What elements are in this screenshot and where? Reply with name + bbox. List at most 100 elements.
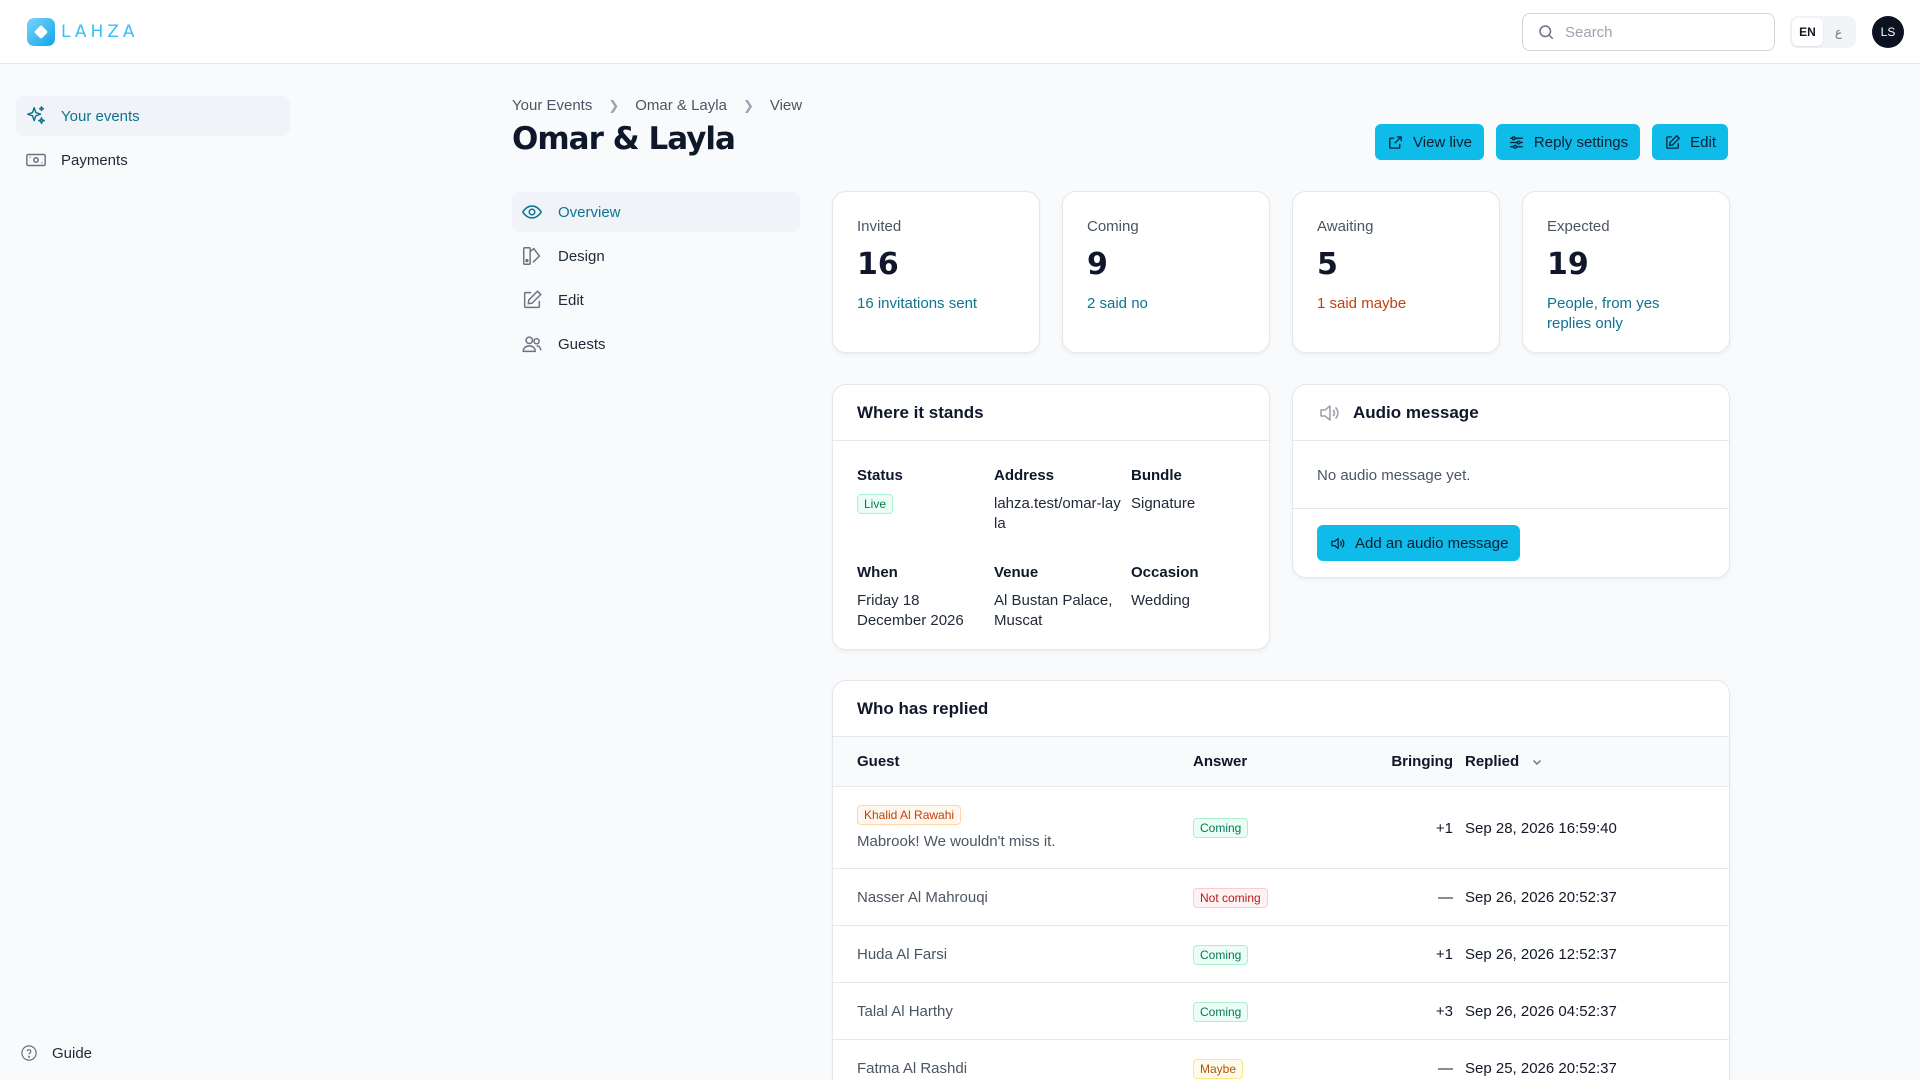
table-header: Guest Answer Bringing Replied <box>833 737 1729 787</box>
address-value[interactable]: lahza.test/omar-layla <box>994 495 1121 532</box>
stat-card-coming: Coming 9 2 said no <box>1062 191 1270 353</box>
sliders-icon <box>1510 135 1523 149</box>
guest-name: Fatma Al Rashdi <box>857 1060 968 1077</box>
stat-value: 5 <box>1317 247 1338 282</box>
table-row[interactable]: Talal Al Harthy Coming +3 Sep 26, 2026 0… <box>833 983 1729 1040</box>
nav-label: Edit <box>558 291 584 309</box>
bringing-count: +1 <box>1435 946 1453 963</box>
logo-text: LAHZA <box>61 22 139 42</box>
stat-card-invited: Invited 16 16 invitations sent <box>832 191 1040 353</box>
audio-message-card: Audio message No audio message yet. Add … <box>1292 384 1730 578</box>
reply-settings-button[interactable]: Reply settings <box>1495 124 1641 160</box>
bringing-count: +1 <box>1435 820 1453 837</box>
table-row[interactable]: Nasser Al Mahrouqi Not coming — Sep 26, … <box>833 869 1729 926</box>
stat-label: Awaiting <box>1317 218 1374 235</box>
where-it-stands-card: Where it stands Status Live Address lahz… <box>832 384 1270 650</box>
replied-time: Sep 26, 2026 12:52:37 <box>1465 946 1617 963</box>
venue-value: Al Bustan Palace, Muscat <box>994 592 1113 629</box>
breadcrumb: Your Events ❯ Omar & Layla ❯ View <box>512 97 802 114</box>
audio-empty-text: No audio message yet. <box>1293 441 1729 509</box>
users-icon <box>522 336 542 353</box>
table-row[interactable]: Huda Al Farsi Coming +1 Sep 26, 2026 12:… <box>833 926 1729 983</box>
nav-edit[interactable]: Edit <box>512 280 800 320</box>
field-label: When <box>857 564 898 581</box>
table-row[interactable]: Fatma Al Rashdi Maybe — Sep 25, 2026 20:… <box>833 1040 1729 1080</box>
nav-design[interactable]: Design <box>512 236 800 276</box>
bundle-value: Signature <box>1131 495 1196 512</box>
sidebar-item-your-events[interactable]: Your events <box>16 96 290 136</box>
answer-badge: Coming <box>1193 818 1249 838</box>
add-audio-button[interactable]: Add an audio message <box>1317 525 1521 561</box>
reply-settings-label: Reply settings <box>1533 133 1629 151</box>
sidebar-item-payments[interactable]: Payments <box>16 140 290 180</box>
stat-label: Expected <box>1547 218 1610 235</box>
chevron-right-icon: ❯ <box>608 97 620 113</box>
column-header-answer: Answer <box>1193 753 1248 770</box>
card-title: Audio message <box>1353 402 1479 422</box>
nav-label: Overview <box>558 203 621 221</box>
replied-time: Sep 28, 2026 16:59:40 <box>1465 820 1617 837</box>
replied-time: Sep 26, 2026 20:52:37 <box>1465 889 1617 906</box>
occasion-value: Wedding <box>1131 592 1190 609</box>
stat-card-expected: Expected 19 People, from yes replies onl… <box>1522 191 1730 353</box>
search-input[interactable] <box>1565 23 1765 41</box>
field-label: Status <box>857 467 903 484</box>
stat-note: People, from yes replies only <box>1547 295 1660 332</box>
nav-guests[interactable]: Guests <box>512 324 800 364</box>
bringing-count: — <box>1438 1060 1453 1077</box>
nav-overview[interactable]: Overview <box>512 192 800 232</box>
status-badge: Live <box>857 494 894 514</box>
guest-message: Mabrook! We wouldn't miss it. <box>857 833 1056 850</box>
answer-badge: Coming <box>1193 945 1249 965</box>
field-label: Address <box>994 467 1055 484</box>
logo-icon <box>27 18 55 46</box>
column-header-bringing: Bringing <box>1391 753 1453 770</box>
add-audio-label: Add an audio message <box>1355 534 1509 552</box>
field-label: Occasion <box>1131 564 1199 581</box>
stat-value: 9 <box>1087 247 1108 282</box>
table-row[interactable]: Khalid Al Rawahi Mabrook! We wouldn't mi… <box>833 787 1729 869</box>
search-box[interactable] <box>1522 13 1775 51</box>
column-header-label: Replied <box>1465 753 1520 770</box>
breadcrumb-your-events[interactable]: Your Events <box>512 97 593 114</box>
bringing-count: +3 <box>1435 1003 1453 1020</box>
guest-name: Huda Al Farsi <box>857 946 948 963</box>
bringing-count: — <box>1438 889 1453 906</box>
chevron-right-icon: ❯ <box>742 97 754 113</box>
venue-field: Venue Al Bustan Palace, Muscat <box>994 564 1131 631</box>
edit-button[interactable]: Edit <box>1652 124 1728 160</box>
nav-label: Guests <box>558 335 606 353</box>
page-title: Omar & Layla <box>512 121 736 157</box>
field-label: Venue <box>994 564 1039 581</box>
audio-card-header: Audio message <box>1293 385 1729 441</box>
answer-badge: Not coming <box>1193 888 1268 908</box>
replied-time: Sep 26, 2026 04:52:37 <box>1465 1003 1617 1020</box>
stat-note: 1 said maybe <box>1317 295 1407 312</box>
app-logo[interactable]: LAHZA <box>27 18 139 46</box>
lang-ar-button[interactable]: ع <box>1834 25 1843 39</box>
card-title: Where it stands <box>833 385 1269 441</box>
speaker-icon <box>1331 537 1345 549</box>
language-switcher: EN ع <box>1790 16 1856 48</box>
occasion-field: Occasion Wedding <box>1131 564 1268 631</box>
sparkles-icon <box>27 106 45 125</box>
breadcrumb-event[interactable]: Omar & Layla <box>635 97 727 114</box>
external-link-icon <box>1389 135 1402 149</box>
replied-time: Sep 25, 2026 20:52:37 <box>1465 1060 1617 1077</box>
guide-link[interactable]: Guide <box>20 1044 92 1062</box>
view-live-button[interactable]: View live <box>1375 124 1484 160</box>
search-icon <box>1539 25 1554 40</box>
nav-label: Design <box>558 247 605 265</box>
sidebar-item-label: Your events <box>61 107 140 125</box>
answer-badge: Maybe <box>1193 1059 1244 1079</box>
stat-note: 16 invitations sent <box>857 295 978 312</box>
lang-en-button[interactable]: EN <box>1792 18 1823 46</box>
speaker-icon <box>1320 404 1339 421</box>
guest-name: Talal Al Harthy <box>857 1003 953 1020</box>
stat-note: 2 said no <box>1087 295 1148 312</box>
field-label: Bundle <box>1131 467 1182 484</box>
column-header-replied[interactable]: Replied <box>1465 753 1543 770</box>
answer-badge: Coming <box>1193 1002 1249 1022</box>
user-avatar[interactable]: LS <box>1872 16 1904 48</box>
chevron-down-icon <box>1533 760 1542 766</box>
